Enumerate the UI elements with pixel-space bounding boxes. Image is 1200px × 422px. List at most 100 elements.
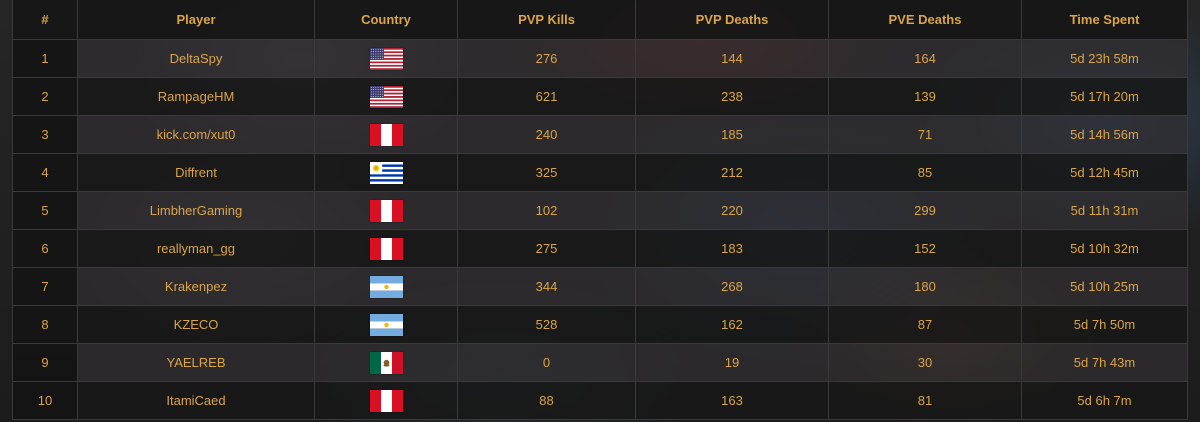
pvp-kills-cell: 276 xyxy=(457,39,636,78)
player-name-cell[interactable]: ItamiCaed xyxy=(77,381,315,420)
country-cell xyxy=(314,343,458,382)
pvp-kills-cell: 240 xyxy=(457,115,636,154)
player-name-cell[interactable]: YAELREB xyxy=(77,343,315,382)
column-header-rank[interactable]: # xyxy=(12,0,78,40)
player-name-cell[interactable]: DeltaSpy xyxy=(77,39,315,78)
pvp-deaths-cell: 268 xyxy=(635,267,829,306)
rank-cell: 1 xyxy=(12,39,78,78)
time-spent-cell: 5d 7h 50m xyxy=(1021,305,1188,344)
pve-deaths-cell: 180 xyxy=(828,267,1022,306)
column-header-player[interactable]: Player xyxy=(77,0,315,40)
pvp-kills-cell: 0 xyxy=(457,343,636,382)
country-cell xyxy=(314,381,458,420)
leaderboard-table: # Player Country PVP Kills PVP Deaths PV… xyxy=(12,0,1188,420)
peru-flag-icon xyxy=(369,237,403,260)
pvp-kills-cell: 102 xyxy=(457,191,636,230)
player-name-cell[interactable]: Krakenpez xyxy=(77,267,315,306)
time-spent-cell: 5d 14h 56m xyxy=(1021,115,1188,154)
table-header-row: # Player Country PVP Kills PVP Deaths PV… xyxy=(12,0,1188,40)
country-cell xyxy=(314,115,458,154)
country-cell xyxy=(314,229,458,268)
us-flag-icon xyxy=(369,85,403,108)
pvp-kills-cell: 275 xyxy=(457,229,636,268)
pvp-kills-cell: 325 xyxy=(457,153,636,192)
player-name-cell[interactable]: reallyman_gg xyxy=(77,229,315,268)
table-row: 8 KZECO 528 162 87 5d 7h 50m xyxy=(12,305,1188,344)
time-spent-cell: 5d 6h 7m xyxy=(1021,381,1188,420)
table-row: 5 LimbherGaming 102 220 299 5d 11h 31m xyxy=(12,191,1188,230)
country-cell xyxy=(314,77,458,116)
peru-flag-icon xyxy=(369,199,403,222)
column-header-pvp-kills[interactable]: PVP Kills xyxy=(457,0,636,40)
rank-cell: 5 xyxy=(12,191,78,230)
rank-cell: 8 xyxy=(12,305,78,344)
peru-flag-icon xyxy=(369,123,403,146)
uruguay-flag-icon xyxy=(369,161,403,184)
pvp-deaths-cell: 183 xyxy=(635,229,829,268)
time-spent-cell: 5d 17h 20m xyxy=(1021,77,1188,116)
table-row: 7 Krakenpez 344 268 180 5d 10h 25m xyxy=(12,267,1188,306)
rank-cell: 3 xyxy=(12,115,78,154)
rank-cell: 9 xyxy=(12,343,78,382)
leaderboard: # Player Country PVP Kills PVP Deaths PV… xyxy=(12,0,1188,420)
pvp-deaths-cell: 238 xyxy=(635,77,829,116)
pvp-deaths-cell: 220 xyxy=(635,191,829,230)
player-name-cell[interactable]: kick.com/xut0 xyxy=(77,115,315,154)
time-spent-cell: 5d 10h 25m xyxy=(1021,267,1188,306)
country-cell xyxy=(314,267,458,306)
rank-cell: 6 xyxy=(12,229,78,268)
pvp-kills-cell: 528 xyxy=(457,305,636,344)
rank-cell: 10 xyxy=(12,381,78,420)
column-header-pve-deaths[interactable]: PVE Deaths xyxy=(828,0,1022,40)
pvp-deaths-cell: 163 xyxy=(635,381,829,420)
pvp-deaths-cell: 162 xyxy=(635,305,829,344)
rank-cell: 7 xyxy=(12,267,78,306)
argentina-flag-icon xyxy=(369,313,403,336)
table-row: 4 Diffrent 325 212 85 5d 12h 45m xyxy=(12,153,1188,192)
column-header-time-spent[interactable]: Time Spent xyxy=(1021,0,1188,40)
rank-cell: 4 xyxy=(12,153,78,192)
country-cell xyxy=(314,39,458,78)
table-row: 2 RampageHM 621 238 139 5d 17h 20m xyxy=(12,77,1188,116)
argentina-flag-icon xyxy=(369,275,403,298)
column-header-pvp-deaths[interactable]: PVP Deaths xyxy=(635,0,829,40)
country-cell xyxy=(314,305,458,344)
table-row: 6 reallyman_gg 275 183 152 5d 10h 32m xyxy=(12,229,1188,268)
country-cell xyxy=(314,153,458,192)
country-cell xyxy=(314,191,458,230)
table-row: 1 DeltaSpy 276 144 164 5d 23h 58m xyxy=(12,39,1188,78)
peru-flag-icon xyxy=(369,389,403,412)
pve-deaths-cell: 30 xyxy=(828,343,1022,382)
time-spent-cell: 5d 10h 32m xyxy=(1021,229,1188,268)
pvp-deaths-cell: 19 xyxy=(635,343,829,382)
table-row: 3 kick.com/xut0 240 185 71 5d 14h 56m xyxy=(12,115,1188,154)
pve-deaths-cell: 139 xyxy=(828,77,1022,116)
pve-deaths-cell: 85 xyxy=(828,153,1022,192)
pvp-deaths-cell: 144 xyxy=(635,39,829,78)
us-flag-icon xyxy=(369,47,403,70)
pve-deaths-cell: 81 xyxy=(828,381,1022,420)
pve-deaths-cell: 71 xyxy=(828,115,1022,154)
rank-cell: 2 xyxy=(12,77,78,116)
pvp-kills-cell: 344 xyxy=(457,267,636,306)
pve-deaths-cell: 152 xyxy=(828,229,1022,268)
time-spent-cell: 5d 23h 58m xyxy=(1021,39,1188,78)
time-spent-cell: 5d 7h 43m xyxy=(1021,343,1188,382)
time-spent-cell: 5d 12h 45m xyxy=(1021,153,1188,192)
pve-deaths-cell: 299 xyxy=(828,191,1022,230)
player-name-cell[interactable]: KZECO xyxy=(77,305,315,344)
time-spent-cell: 5d 11h 31m xyxy=(1021,191,1188,230)
column-header-country[interactable]: Country xyxy=(314,0,458,40)
pvp-deaths-cell: 212 xyxy=(635,153,829,192)
pvp-kills-cell: 621 xyxy=(457,77,636,116)
pve-deaths-cell: 87 xyxy=(828,305,1022,344)
player-name-cell[interactable]: RampageHM xyxy=(77,77,315,116)
pvp-deaths-cell: 185 xyxy=(635,115,829,154)
player-name-cell[interactable]: LimbherGaming xyxy=(77,191,315,230)
mexico-flag-icon xyxy=(369,351,403,374)
table-row: 9 YAELREB 0 19 30 5d 7h 43m xyxy=(12,343,1188,382)
pvp-kills-cell: 88 xyxy=(457,381,636,420)
pve-deaths-cell: 164 xyxy=(828,39,1022,78)
player-name-cell[interactable]: Diffrent xyxy=(77,153,315,192)
table-row: 10 ItamiCaed 88 163 81 5d 6h 7m xyxy=(12,381,1188,420)
